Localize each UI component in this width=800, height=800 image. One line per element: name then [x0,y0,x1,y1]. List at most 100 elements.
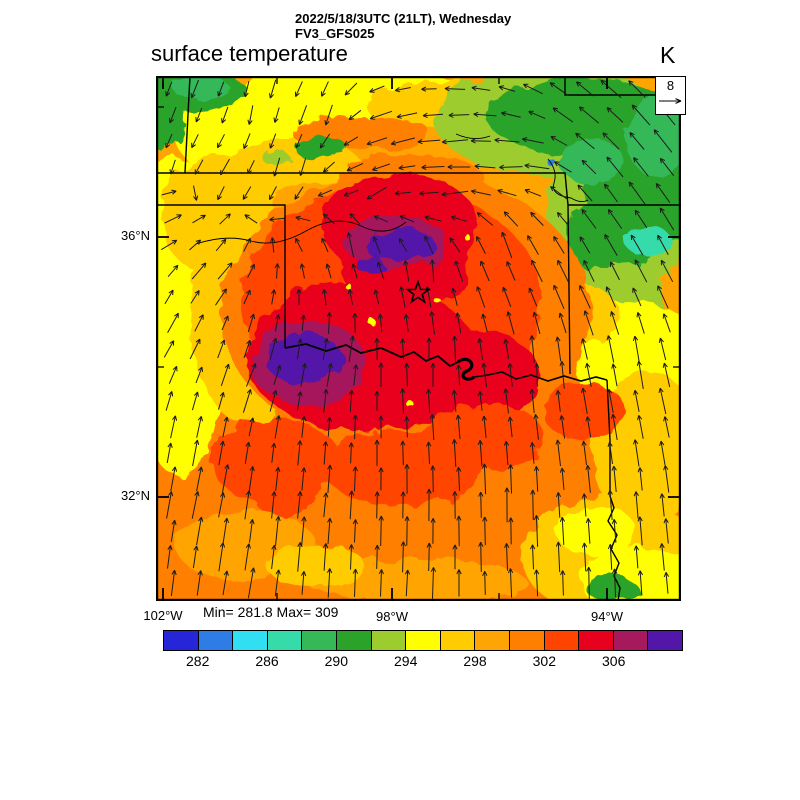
map-frame [155,75,682,602]
wind-arrow [456,569,462,597]
wind-arrow [448,112,470,118]
lon-label-98w: 98°W [376,609,408,624]
wind-arrow [404,362,410,387]
wind-arrow [369,85,385,93]
wind-arrow [322,543,329,571]
min-max-stats: Min= 281.8 Max= 309 [203,604,339,620]
wind-arrow [508,517,514,545]
wind-arrow [586,566,592,599]
wind-arrow [326,362,333,387]
wind-arrow [373,289,380,305]
wind-arrow [190,79,199,99]
wind-arrow [404,416,410,438]
wind-arrow [297,542,303,572]
wind-arrow [482,516,488,546]
wind-arrow [451,439,458,467]
wind-arrow [218,542,226,572]
colorbar-tick-labels: 282 286 290 294 298 302 306 [163,653,683,671]
colorbar-segment [613,631,649,650]
wind-arrow [242,186,252,200]
wind-arrow [504,487,510,523]
wind-arrow [555,492,562,518]
wind-arrow [321,237,329,253]
wind-arrow [555,541,562,573]
temperature-map [155,75,682,602]
temp-blob [556,506,636,556]
wind-arrow [426,441,432,465]
wind-arrow [663,518,669,544]
wind-arrow [269,337,278,361]
wind-arrow [529,388,535,413]
wind-arrow [533,569,540,597]
wind-arrow [299,158,307,176]
wind-arrow [478,491,484,518]
wind-arrow [374,491,380,519]
wind-arrow [581,338,588,360]
river-path [547,158,589,203]
wind-arrow [242,388,252,413]
state-border [156,172,569,206]
wind-arrow [352,414,358,440]
wind-arrow [581,493,588,517]
colorbar-tick-label: 302 [532,653,556,669]
wind-arrow [503,440,510,465]
temp-blob [435,298,441,304]
texas-louisiana-border [606,379,621,601]
wind-arrow [244,490,252,520]
wind-arrow [628,80,646,98]
wind-arrow [633,545,640,569]
wind-arrow [247,567,256,599]
wind-arrow [632,287,642,307]
wind-arrow [421,164,445,170]
wind-arrow [217,262,233,280]
wind-arrow [396,112,418,119]
wind-arrow [191,391,199,411]
state-border [184,76,191,174]
wind-arrow [244,214,258,224]
wind-arrow [499,164,523,170]
wind-arrow [657,285,669,309]
wind-arrow [301,416,307,438]
wind-arrow [169,106,177,124]
temp-blob [463,233,469,239]
wind-arrow [426,337,432,361]
wind-arrow [417,138,441,145]
wind-arrow [352,568,358,597]
wind-arrow [400,491,406,519]
wind-arrow [217,134,225,149]
wind-arrow [531,259,543,283]
wind-arrow [327,517,333,544]
colorbar [163,630,683,651]
wind-arrow [222,517,229,544]
wind-arrow [404,464,410,494]
wind-arrow [529,442,536,464]
wind-arrow [269,133,277,149]
wind-arrow [295,237,303,252]
colorbar-segment [440,631,476,650]
wind-arrow [269,390,278,412]
wind-arrow [248,417,255,437]
wind-arrow [351,263,358,279]
wind-arrow [400,440,406,466]
wind-arrow [636,360,644,389]
wind-arrow [296,338,303,360]
wind-arrow [606,335,615,363]
plot-variable-title: surface temperature [151,41,348,66]
wind-arrow [634,259,648,283]
colorbar-segment [579,631,614,650]
wind-arrow [191,491,200,519]
wind-arrow [455,414,461,440]
wind-arrow [195,366,203,384]
state-border [156,204,286,348]
wind-arrow [247,263,255,278]
wind-arrow [269,186,277,201]
wind-arrow [244,441,251,464]
wind-arrow [477,391,484,411]
wind-arrow [326,417,332,437]
wind-arrow [273,364,282,385]
wind-arrow [550,186,568,200]
wind-arrow [296,391,303,411]
wind-arrow [560,570,566,596]
wind-arrow [275,314,281,332]
wind-arrow [319,133,331,149]
